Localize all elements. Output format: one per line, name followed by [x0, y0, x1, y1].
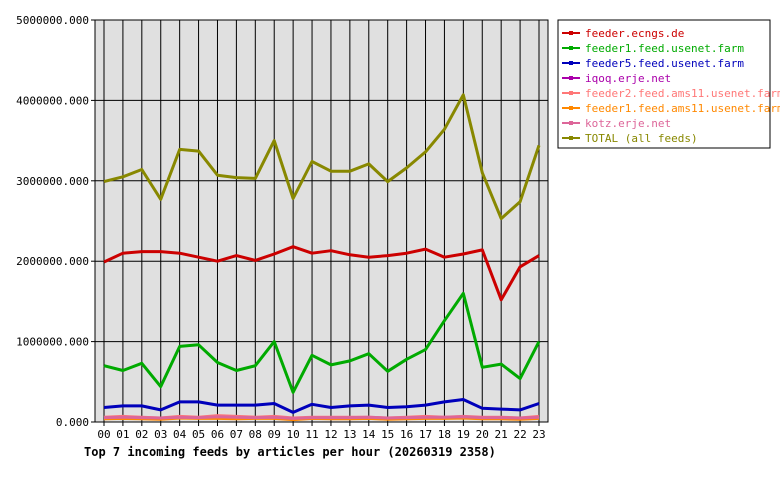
legend-label: feeder1.feed.ams11.usenet.farm [585, 102, 780, 115]
legend-label: kotz.erje.net [585, 117, 671, 130]
legend-marker [569, 106, 573, 110]
x-tick-label: 02 [135, 428, 148, 441]
x-tick-label: 12 [324, 428, 337, 441]
legend-label: iqoq.erje.net [585, 72, 671, 85]
x-tick-label: 21 [495, 428, 508, 441]
y-tick-label: 1000000.000 [16, 336, 89, 349]
series-line-feeder-ecngs-de [103, 245, 540, 302]
legend-marker [569, 121, 573, 125]
y-tick-label: 5000000.000 [16, 14, 89, 27]
plot-border [94, 19, 549, 423]
x-tick-label: 17 [419, 428, 432, 441]
series-line-feeder5-feed-usenet-farm [103, 398, 540, 414]
legend: feeder.ecngs.de feeder1.feed.usenet.farm f… [557, 19, 780, 149]
x-tick-label: 04 [173, 428, 187, 441]
legend-marker [569, 31, 573, 35]
x-axis: 00 01 02 03 04 05 06 07 08 09 10 11 12 13 14 15 16 17 18 19… [97, 422, 546, 441]
y-axis: 0.000 1000000.000 2000000.000 3000000.000 40… [16, 14, 95, 429]
x-tick-label: 22 [513, 428, 526, 441]
legend-label: feeder5.feed.usenet.farm [585, 57, 744, 70]
legend-marker [569, 91, 573, 95]
legend-label: feeder1.feed.usenet.farm [585, 42, 744, 55]
x-tick-label: 10 [287, 428, 300, 441]
x-tick-label: 05 [192, 428, 205, 441]
chart-title: Top 7 incoming feeds by articles per hou… [84, 445, 496, 459]
legend-box [557, 19, 771, 149]
legend-marker [569, 61, 573, 65]
x-tick-label: 23 [532, 428, 545, 441]
legend-label: feeder2.feed.ams11.usenet.farm [585, 87, 780, 100]
y-tick-label: 2000000.000 [16, 255, 89, 268]
x-tick-label: 18 [438, 428, 451, 441]
x-tick-label: 20 [476, 428, 489, 441]
x-tick-label: 16 [400, 428, 413, 441]
x-tick-label: 00 [97, 428, 110, 441]
legend-label: feeder.ecngs.de [585, 27, 684, 40]
y-tick-label: 0.000 [56, 416, 89, 429]
x-tick-label: 01 [116, 428, 129, 441]
x-tick-label: 03 [154, 428, 167, 441]
series-line-total-all-feeds- [103, 93, 541, 221]
series-line-feeder1-feed-usenet-farm [103, 291, 541, 394]
x-tick-label: 09 [268, 428, 281, 441]
series-line-kotz-erje-net [103, 415, 540, 420]
x-tick-label: 08 [249, 428, 262, 441]
x-tick-label: 13 [343, 428, 356, 441]
grid [94, 19, 549, 423]
series-lines [103, 93, 541, 422]
x-tick-label: 15 [381, 428, 394, 441]
x-tick-label: 19 [457, 428, 470, 441]
plot-area [95, 20, 548, 422]
legend-marker [569, 136, 573, 140]
legend-marker [569, 76, 573, 80]
x-tick-label: 06 [211, 428, 224, 441]
legend-marker [569, 46, 573, 50]
legend-label: TOTAL (all feeds) [585, 132, 698, 145]
x-tick-label: 07 [230, 428, 243, 441]
x-tick-label: 11 [305, 428, 318, 441]
x-tick-label: 14 [362, 428, 376, 441]
y-tick-label: 3000000.000 [16, 175, 89, 188]
y-tick-label: 4000000.000 [16, 94, 89, 107]
